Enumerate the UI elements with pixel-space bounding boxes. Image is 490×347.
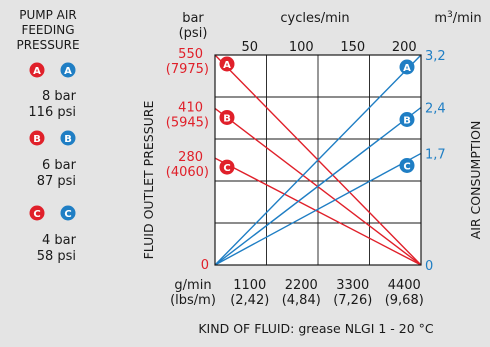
legend-heading-line-3: PRESSURE bbox=[16, 38, 79, 52]
right-tick-label: 2,4 bbox=[425, 102, 446, 117]
legend-badge-c-air bbox=[60, 205, 76, 221]
bottom-tick-label: 3300 bbox=[336, 278, 369, 293]
bottom-tick-label-alt: (4,84) bbox=[282, 293, 321, 308]
right-tick-label: 0 bbox=[425, 259, 433, 274]
left-tick-label: 410 bbox=[178, 100, 203, 115]
bottom-tick-label-alt: (7,26) bbox=[333, 293, 372, 308]
legend-item-a: A A 8 bar 116 psi bbox=[28, 62, 77, 120]
series-badge-letter-air-b: B bbox=[403, 116, 411, 127]
bottom-axis-unit-alt: (lbs/m) bbox=[170, 293, 216, 308]
top-tick-label: 150 bbox=[340, 40, 365, 55]
series-badge-pressure-c bbox=[219, 159, 235, 175]
series-markers: A B C A B C bbox=[219, 56, 415, 175]
legend-heading-line-1: PUMP AIR bbox=[19, 8, 77, 22]
left-tick-label-alt: (4060) bbox=[166, 165, 209, 180]
bottom-tick-label-alt: (9,68) bbox=[385, 293, 424, 308]
legend-badge-b-pressure bbox=[29, 130, 45, 146]
legend-item-c: C C 4 bar 58 psi bbox=[29, 205, 77, 264]
top-axis-ticks: 50 100 150 200 bbox=[241, 40, 416, 55]
series-lines bbox=[214, 54, 422, 266]
legend-c-bar: 4 bar bbox=[42, 233, 77, 248]
legend-c-psi: 58 psi bbox=[37, 249, 76, 264]
series-badge-air-c bbox=[399, 157, 415, 173]
bottom-axis-unit: g/min bbox=[174, 278, 211, 293]
bottom-tick-label-alt: (2,42) bbox=[230, 293, 269, 308]
left-axis-unit-alt: (psi) bbox=[179, 26, 208, 41]
right-axis-unit: m3/min bbox=[434, 10, 481, 26]
chart-footer-note: KIND OF FLUID: grease NLGI 1 - 20 °C bbox=[198, 321, 434, 336]
top-tick-label: 100 bbox=[289, 40, 314, 55]
left-axis-title: FLUID OUTLET PRESSURE bbox=[141, 101, 156, 260]
left-tick-label: 550 bbox=[178, 47, 203, 62]
series-line-pressure-c bbox=[214, 157, 422, 266]
series-badge-pressure-b bbox=[219, 109, 235, 125]
legend-badge-a-air bbox=[60, 62, 76, 78]
legend-b-bar: 6 bar bbox=[42, 158, 77, 173]
legend-badge-a-pressure-letter: A bbox=[33, 66, 41, 77]
legend-badge-b-pressure-letter: B bbox=[33, 134, 41, 145]
left-tick-label-alt: (7975) bbox=[166, 62, 209, 77]
right-tick-label: 1,7 bbox=[425, 147, 446, 162]
right-axis-ticks: 3,2 2,4 1,7 0 bbox=[425, 49, 446, 274]
series-badge-letter-air-c: C bbox=[403, 161, 410, 172]
series-line-air-b bbox=[214, 106, 422, 266]
top-tick-label: 50 bbox=[241, 40, 258, 55]
plot-grid bbox=[215, 55, 421, 265]
legend: PUMP AIR FEEDING PRESSURE A A 8 bar 116 … bbox=[16, 8, 79, 264]
legend-a-bar: 8 bar bbox=[42, 89, 77, 104]
right-tick-label: 3,2 bbox=[425, 49, 446, 64]
series-line-air-c bbox=[214, 152, 422, 266]
legend-badge-b-air bbox=[60, 130, 76, 146]
bottom-axis-ticks: 1100(2,42) 2200(4,84) 3300(7,26) 4400(9,68) bbox=[230, 278, 424, 308]
legend-badge-a-air-letter: A bbox=[64, 66, 72, 77]
left-axis-unit: bar bbox=[182, 11, 204, 26]
left-tick-label-alt: (5945) bbox=[166, 115, 209, 130]
legend-badge-b-air-letter: B bbox=[64, 134, 72, 145]
legend-b-psi: 87 psi bbox=[37, 174, 76, 189]
series-badge-letter-pressure-c: C bbox=[223, 163, 230, 174]
right-axis-title: AIR CONSUMPTION bbox=[468, 121, 483, 240]
bottom-tick-label: 2200 bbox=[285, 278, 318, 293]
series-line-air-a bbox=[214, 54, 422, 266]
left-tick-label: 280 bbox=[178, 150, 203, 165]
series-badge-pressure-a bbox=[219, 56, 235, 72]
series-badge-air-b bbox=[399, 112, 415, 127]
legend-badge-a-pressure bbox=[29, 62, 45, 78]
top-axis-label: cycles/min bbox=[280, 11, 349, 26]
bottom-tick-label: 4400 bbox=[388, 278, 421, 293]
legend-badge-c-pressure bbox=[29, 205, 45, 221]
legend-badge-c-pressure-letter: C bbox=[33, 209, 40, 220]
series-badge-letter-pressure-a: A bbox=[223, 60, 231, 71]
legend-a-psi: 116 psi bbox=[28, 105, 76, 120]
series-badge-letter-air-a: A bbox=[403, 63, 411, 74]
series-badge-air-a bbox=[399, 59, 415, 75]
legend-heading-line-2: FEEDING bbox=[21, 23, 74, 37]
legend-item-b: B B 6 bar 87 psi bbox=[29, 130, 77, 189]
series-badge-letter-pressure-b: B bbox=[223, 113, 231, 124]
top-tick-label: 200 bbox=[392, 40, 417, 55]
left-tick-label: 0 bbox=[201, 258, 209, 273]
left-axis-ticks: 550(7975) 410(5945) 280(4060) 0 bbox=[166, 47, 209, 273]
legend-badge-c-air-letter: C bbox=[64, 209, 71, 220]
plot-frame bbox=[214, 54, 422, 266]
bottom-tick-label: 1100 bbox=[233, 278, 266, 293]
